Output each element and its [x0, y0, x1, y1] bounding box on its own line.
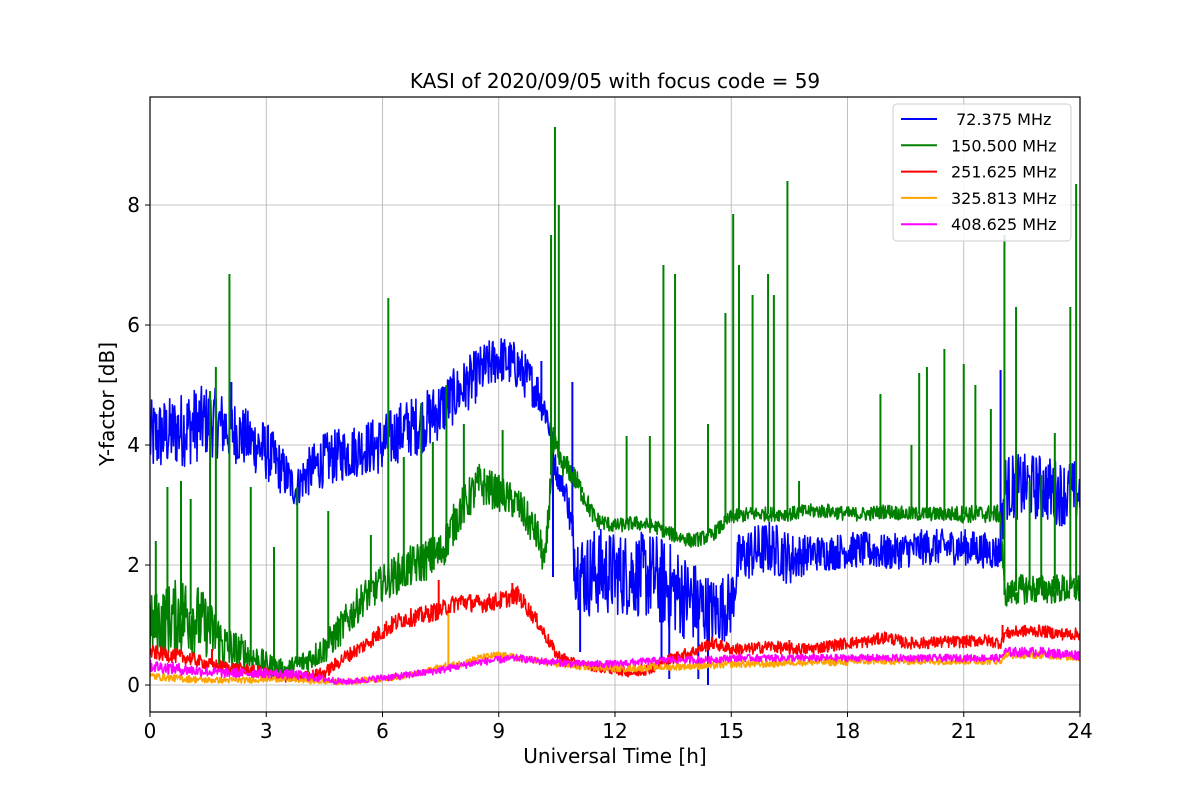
legend-item: 408.625 MHz: [901, 215, 1056, 234]
legend-label: 150.500 MHz: [951, 136, 1056, 155]
series-line: [150, 337, 1080, 649]
legend-label: 251.625 MHz: [951, 163, 1056, 182]
x-tick-label: 21: [951, 719, 976, 743]
series-line: [150, 650, 1080, 686]
x-tick-label: 24: [1067, 719, 1092, 743]
legend-item: 251.625 MHz: [901, 163, 1056, 182]
series-0: [150, 337, 1080, 685]
x-tick-label: 18: [835, 719, 860, 743]
y-tick-label: 6: [127, 313, 140, 337]
y-axis-label: Y-factor [dB]: [95, 342, 119, 467]
x-tick-label: 3: [260, 719, 273, 743]
series-3: [150, 613, 1080, 686]
x-tick-label: 9: [492, 719, 505, 743]
x-tick-label: 15: [719, 719, 744, 743]
chart-title: KASI of 2020/09/05 with focus code = 59: [410, 69, 820, 93]
y-tick-label: 0: [127, 673, 140, 697]
y-tick-label: 4: [127, 433, 140, 457]
y-tick-label: 8: [127, 193, 140, 217]
series-4: [150, 646, 1080, 686]
legend-item: 150.500 MHz: [901, 136, 1056, 155]
legend-label: 72.375 MHz: [951, 110, 1051, 129]
series-line: [150, 426, 1080, 680]
series-line: [150, 646, 1080, 686]
y-tick-label: 2: [127, 553, 140, 577]
x-axis-label: Universal Time [h]: [523, 744, 706, 768]
x-tick-label: 12: [602, 719, 627, 743]
legend-box: [892, 103, 1072, 242]
legend-label: 325.813 MHz: [951, 189, 1056, 208]
series-1: [150, 127, 1080, 680]
legend-item: 72.375 MHz: [901, 110, 1051, 129]
series-layer: [150, 127, 1080, 686]
x-tick-label: 6: [376, 719, 389, 743]
legend-label: 408.625 MHz: [951, 215, 1056, 234]
legend: 72.375 MHz 150.500 MHz 251.625 MHz 325.813 …: [892, 103, 1072, 242]
x-tick-label: 0: [144, 719, 157, 743]
legend-item: 325.813 MHz: [901, 189, 1056, 208]
